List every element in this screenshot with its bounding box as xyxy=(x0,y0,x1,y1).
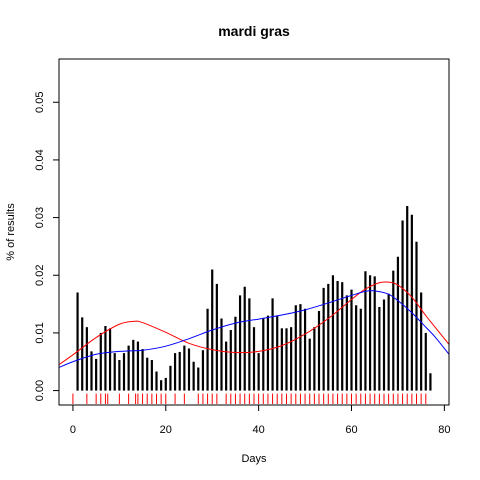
series-line-red xyxy=(59,281,449,366)
plot-inner xyxy=(59,206,449,404)
x-tick-label: 20 xyxy=(160,424,172,436)
y-axis: 0.00 0.01 0.02 0.03 0.04 0.05 xyxy=(34,92,60,401)
x-tick-label: 0 xyxy=(70,424,76,436)
y-tick-label: 0.02 xyxy=(34,265,46,286)
y-tick-label: 0.01 xyxy=(34,322,46,343)
y-tick-label: 0.00 xyxy=(34,380,46,401)
chart-title: mardi gras xyxy=(218,23,290,39)
y-tick-label: 0.03 xyxy=(34,207,46,228)
series-line-blue xyxy=(59,290,449,368)
plot-area xyxy=(59,206,449,404)
x-tick-label: 60 xyxy=(345,424,357,436)
x-tick-label: 40 xyxy=(253,424,265,436)
x-axis-label: Days xyxy=(241,453,267,465)
x-tick-label: 80 xyxy=(438,424,450,436)
y-axis-label: % of results xyxy=(5,203,17,261)
x-axis: 0 20 40 60 80 xyxy=(70,404,450,436)
y-tick-label: 0.04 xyxy=(34,149,46,170)
y-tick-label: 0.05 xyxy=(34,92,46,113)
